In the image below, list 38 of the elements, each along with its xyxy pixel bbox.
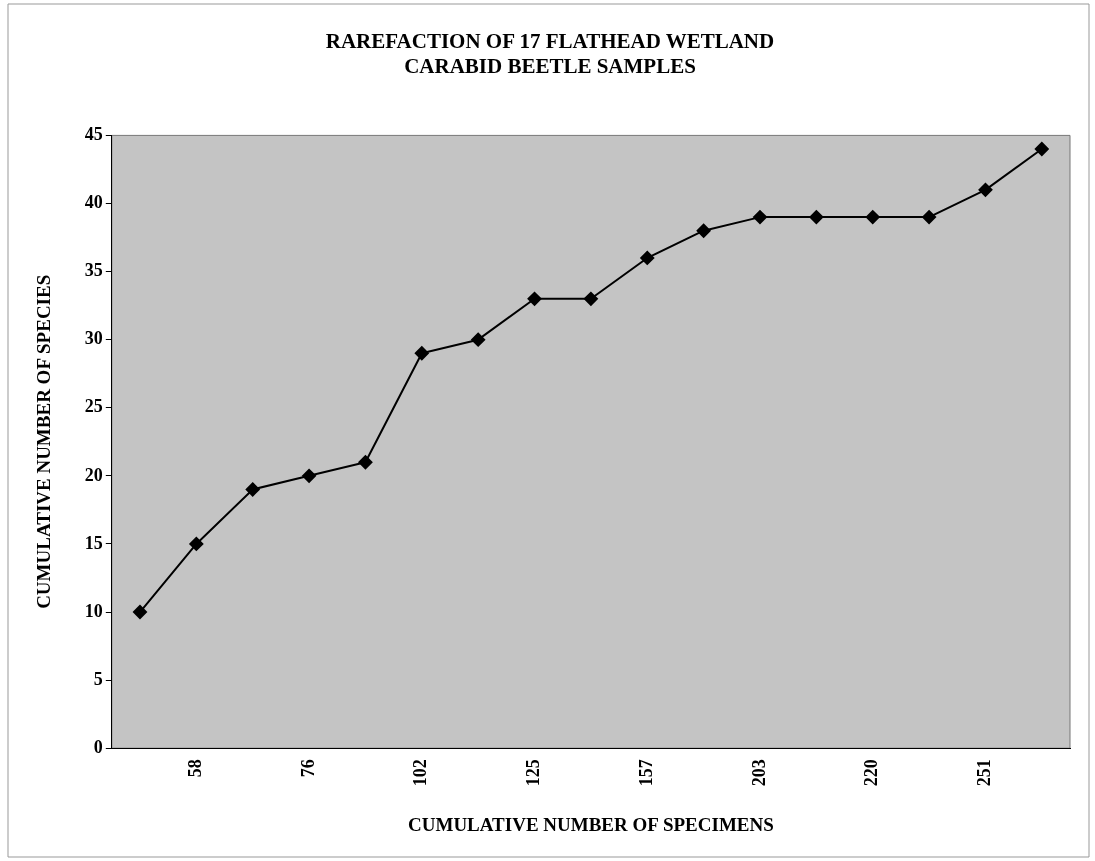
point [696,223,711,238]
x-tick-label: 157 [635,759,656,787]
x-tick-label: 203 [748,759,769,787]
y-tick-label: 20 [84,464,103,485]
y-tick-label: 45 [84,124,103,145]
point [414,346,429,361]
y-tick-label: 10 [84,600,103,621]
y-tick-label: 5 [93,668,103,689]
y-tick-label: 35 [84,260,103,281]
point [302,468,317,483]
point [358,455,373,470]
x-tick-label: 102 [410,759,431,787]
x-axis-title: CUMULATIVE NUMBER OF SPECIMENS [408,813,774,835]
point [809,210,824,225]
point [471,332,486,347]
point [978,182,993,197]
point [865,210,880,225]
x-tick-label: 251 [974,759,995,787]
y-tick-label: 15 [84,532,103,553]
point [1034,142,1049,157]
y-tick-label: 25 [84,396,103,417]
point [922,210,937,225]
point [132,605,147,620]
y-tick-label: 30 [84,328,103,349]
x-tick-label: 58 [185,759,205,778]
point [640,250,655,265]
x-tick-label: 76 [297,759,318,778]
point [583,291,598,306]
y-axis-title: CUMULATIVE NUMBER OF SPECIES [33,274,55,609]
point [752,210,767,225]
chart-title: RAREFACTION OF 17 FLATHEAD WETLAND CARABID BEETLE SAMPLES [325,29,775,79]
x-tick-label: 220 [861,759,882,787]
point [189,536,204,551]
y-tick-label: 40 [84,192,103,213]
point [527,291,542,306]
x-tick-label: 125 [523,759,544,787]
y-tick-label: 0 [93,736,103,757]
point [245,482,260,497]
